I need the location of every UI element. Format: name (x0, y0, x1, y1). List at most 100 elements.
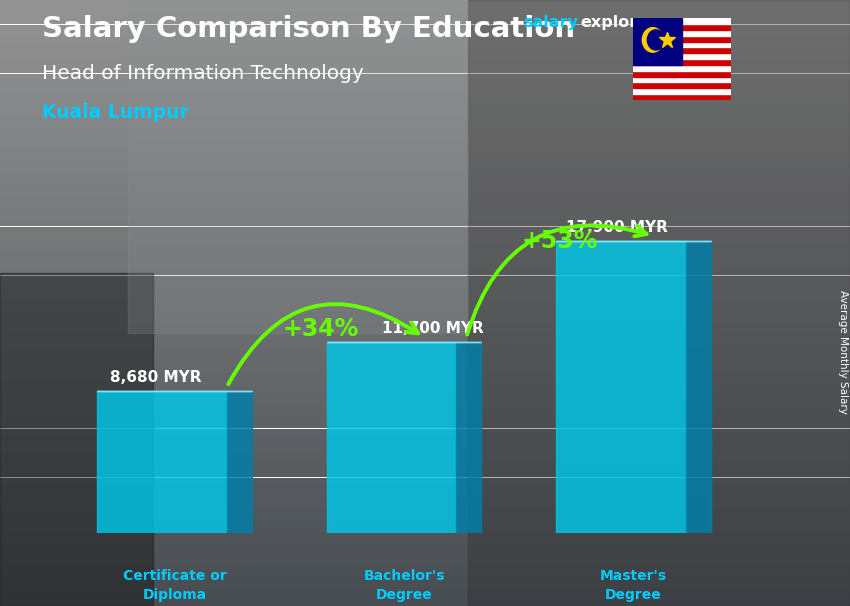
Bar (0, 465, 850, 471)
Bar (0, 178, 850, 184)
Bar (633, 76, 731, 82)
Bar (633, 18, 731, 24)
Bar (0, 379, 850, 385)
Bar (0, 239, 850, 245)
Bar (0, 37, 850, 43)
Bar (0, 141, 850, 147)
Bar (0, 73, 850, 79)
Bar (0, 92, 850, 98)
Bar (0, 441, 850, 447)
Bar (0, 79, 850, 85)
Bar (0, 539, 850, 545)
Bar (0, 447, 850, 453)
Bar (0, 508, 850, 514)
Circle shape (648, 30, 665, 50)
Bar (0, 128, 850, 135)
Bar (0, 122, 850, 128)
Bar (633, 42, 731, 47)
Bar (0, 86, 850, 92)
Bar (633, 94, 731, 100)
Text: +34%: +34% (282, 318, 359, 341)
Bar (556, 241, 686, 533)
Bar (0, 257, 850, 263)
Bar (0, 459, 850, 465)
Bar (0, 233, 850, 239)
Bar (0, 31, 850, 37)
Bar (633, 82, 731, 88)
Bar (0, 0, 850, 6)
Bar (0, 49, 850, 55)
Bar (633, 65, 731, 71)
Bar (0, 282, 850, 288)
Bar (0, 61, 850, 67)
Bar (128, 0, 468, 333)
Bar (0, 245, 850, 251)
Bar (0, 12, 850, 18)
Bar (0, 533, 850, 539)
Bar (0, 273, 153, 606)
Bar (0, 404, 850, 410)
Bar (0, 514, 850, 521)
Bar (0, 471, 850, 478)
Bar (0, 171, 850, 178)
Bar (0, 251, 850, 257)
Bar (0, 147, 850, 153)
Bar (0, 343, 850, 349)
Bar (0, 159, 850, 165)
Bar (0, 410, 850, 416)
Bar (0, 331, 850, 337)
Bar (0, 527, 850, 533)
Bar (0, 422, 850, 428)
Bar (0, 43, 850, 49)
Bar (0, 153, 850, 159)
Bar (0, 55, 850, 61)
Bar (326, 342, 456, 533)
Bar (0, 67, 850, 73)
Bar (0, 312, 850, 318)
Bar (0, 367, 850, 373)
Bar (0, 361, 850, 367)
Text: Head of Information Technology: Head of Information Technology (42, 64, 365, 82)
Bar (0, 398, 850, 404)
Bar (0, 600, 850, 606)
Bar (0, 18, 850, 24)
Bar (0, 545, 850, 551)
Bar (0, 196, 850, 202)
Bar (633, 36, 731, 42)
Bar (0, 116, 850, 122)
Bar (0, 25, 850, 31)
Bar (0, 582, 850, 588)
Bar (0, 208, 850, 215)
Text: Average Monthly Salary: Average Monthly Salary (838, 290, 848, 413)
Bar (0, 337, 850, 343)
Bar (0, 263, 850, 269)
Bar (0, 428, 850, 435)
Bar (0, 221, 850, 227)
Bar (0, 392, 850, 398)
Bar (0, 373, 850, 379)
Bar (633, 18, 682, 65)
Text: Master's
Degree: Master's Degree (600, 569, 667, 602)
Bar (0, 490, 850, 496)
Bar (0, 563, 850, 569)
Text: explorer: explorer (581, 15, 657, 30)
Bar (633, 59, 731, 65)
Bar (0, 306, 850, 312)
Bar (0, 551, 850, 557)
Bar (0, 594, 850, 600)
Bar (0, 576, 850, 582)
Bar (0, 496, 850, 502)
Circle shape (643, 28, 663, 52)
Text: .com: .com (650, 15, 694, 30)
Text: salary: salary (523, 15, 578, 30)
Polygon shape (456, 342, 481, 533)
Text: Certificate or
Diploma: Certificate or Diploma (122, 569, 226, 602)
Bar (0, 300, 850, 306)
Polygon shape (227, 391, 252, 533)
Bar (0, 227, 850, 233)
Bar (633, 30, 731, 36)
Bar (633, 24, 731, 30)
Bar (0, 355, 850, 361)
Bar (0, 478, 850, 484)
Bar (0, 184, 850, 190)
